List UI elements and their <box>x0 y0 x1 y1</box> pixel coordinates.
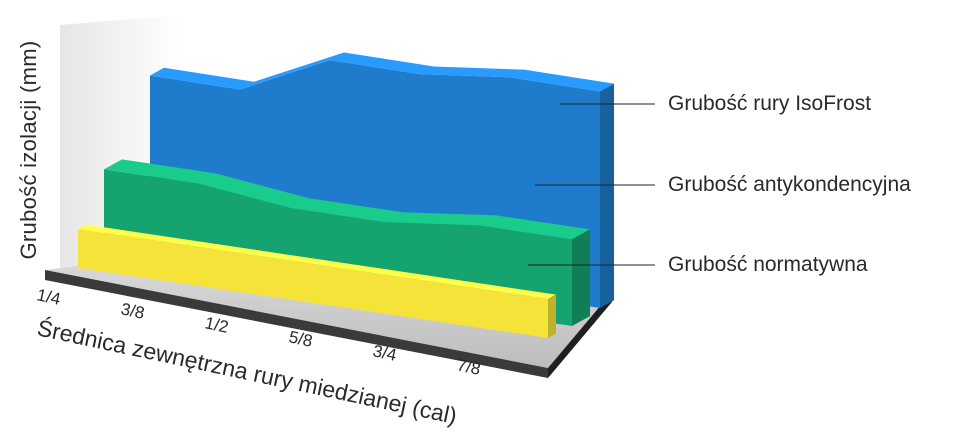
x-tick-label: 3/8 <box>119 299 146 322</box>
y-axis-title: Grubość izolacji (mm) <box>16 40 41 260</box>
x-tick-label: 1/2 <box>203 313 230 336</box>
x-tick-label: 3/4 <box>371 341 398 364</box>
x-tick-label: 1/4 <box>35 285 62 308</box>
series-2-top <box>104 159 590 240</box>
series-3-side <box>548 294 556 338</box>
x-tick-label: 5/8 <box>287 327 314 350</box>
legend-isofrost: Grubość rury IsoFrost <box>668 92 872 115</box>
series-1-side <box>600 83 614 308</box>
series-3-front <box>78 229 548 338</box>
series-3-top <box>78 224 556 299</box>
x-tick-label: 7/8 <box>455 355 482 378</box>
legend-antykondencyjna: Grubość antykondencyjna <box>668 173 911 196</box>
series-1-top <box>150 52 614 92</box>
legend-normatywna: Grubość normatywna <box>668 253 868 276</box>
series-3 <box>78 224 556 338</box>
series-2-side <box>572 229 590 326</box>
